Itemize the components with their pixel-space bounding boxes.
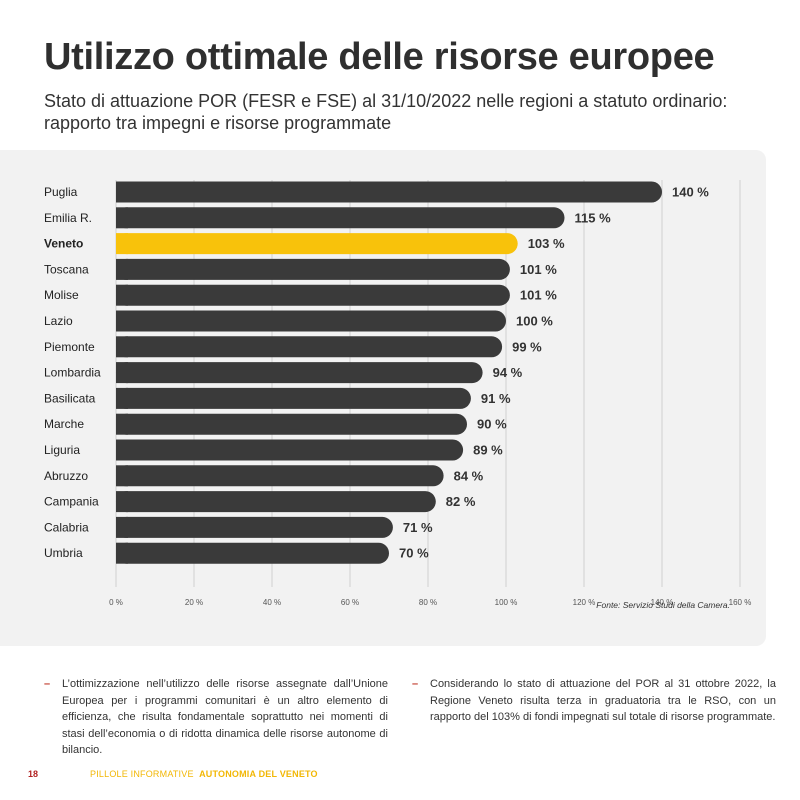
page-subtitle: Stato di attuazione POR (FESR e FSE) al … [44,91,728,133]
value-label: 71 % [403,520,433,535]
x-tick-label: 100 % [495,598,518,607]
category-label: Emilia R. [44,211,92,225]
value-label: 101 % [520,262,557,277]
category-label: Abruzzo [44,469,88,483]
value-label: 140 % [672,185,709,200]
bar-left-edge [116,362,128,384]
x-tick-label: 0 % [109,598,123,607]
x-tick-label: 80 % [419,598,437,607]
bar-left-edge [116,387,128,409]
bar-left-edge [116,310,128,332]
x-tick-label: 160 % [729,598,752,607]
category-label: Veneto [44,237,83,251]
page-footer: 18 PILLOLE INFORMATIVE AUTONOMIA DEL VEN… [0,767,800,787]
page-title: Utilizzo ottimale delle risorse europee [44,36,715,78]
bar [116,465,444,487]
bar [116,413,467,435]
value-label: 99 % [512,339,542,354]
bullet-dash: – [412,678,419,690]
category-label: Liguria [44,443,80,457]
bar [116,439,464,461]
category-label: Piemonte [44,340,95,354]
x-tick-label: 140 % [651,598,674,607]
bar [116,207,565,229]
bar [116,284,510,306]
category-label: Molise [44,288,79,302]
category-label: Marche [44,417,84,431]
page-number: 18 [28,769,39,779]
bar [116,181,662,203]
bar-left-edge [116,413,128,435]
footer-label: PILLOLE INFORMATIVE AUTONOMIA DEL VENETO [90,769,318,779]
x-tick-label: 60 % [341,598,359,607]
value-label: 115 % [575,210,612,225]
value-label: 101 % [520,288,557,303]
paragraph-right: Considerando lo stato di attuazione del … [430,678,776,723]
value-label: 84 % [454,468,484,483]
bar [116,362,483,384]
bar-chart: 0 % 20 % 40 % 60 % 80 % 100 % 120 % 140 % 160 % P… [44,180,752,607]
text-column-right: – Considerando lo stato di attuazione de… [412,676,776,726]
bar-left-edge [116,542,128,564]
bar [116,387,471,409]
category-label: Umbria [44,546,83,560]
value-label: 82 % [446,494,476,509]
text-column-left: – L’ottimizzazione nell’utilizzo delle r… [44,676,388,759]
x-tick-label: 20 % [185,598,203,607]
bar-left-edge [116,336,128,358]
bar [116,336,503,358]
bar [116,491,436,513]
category-label: Puglia [44,185,78,199]
footer-topic: AUTONOMIA DEL VENETO [199,769,318,779]
bar-left-edge [116,284,128,306]
value-label: 103 % [528,236,565,251]
bar-left-edge [116,207,128,229]
bar-left-edge [116,465,128,487]
value-label: 94 % [493,365,523,380]
category-label: Lazio [44,314,73,328]
bullet-dash: – [44,678,51,690]
category-label: Toscana [44,262,89,276]
chart-source: Fonte: Servizio Studi della Camera. [596,600,730,610]
paragraph-left: L’ottimizzazione nell’utilizzo delle ris… [62,678,388,756]
x-tick-label: 120 % [573,598,596,607]
bar-left-edge [116,491,128,513]
bar [116,542,389,564]
bar-left-edge [116,233,128,255]
bar [116,310,506,332]
category-label: Campania [44,495,99,509]
bar [116,258,510,280]
bar-left-edge [116,258,128,280]
bar [116,516,393,538]
bar-left-edge [116,516,128,538]
value-label: 91 % [481,391,511,406]
category-label: Calabria [44,520,89,534]
chart-panel: 0 % 20 % 40 % 60 % 80 % 100 % 120 % 140 % 160 % P… [0,150,766,646]
footer-series: PILLOLE INFORMATIVE [90,769,194,779]
bar [116,233,518,255]
category-label: Basilicata [44,391,96,405]
value-label: 100 % [516,314,553,329]
value-label: 89 % [473,443,503,458]
x-tick-label: 40 % [263,598,281,607]
bar-left-edge [116,439,128,461]
value-label: 90 % [477,417,507,432]
value-label: 70 % [399,546,429,561]
bar-left-edge [116,181,128,203]
category-label: Lombardia [44,366,101,380]
